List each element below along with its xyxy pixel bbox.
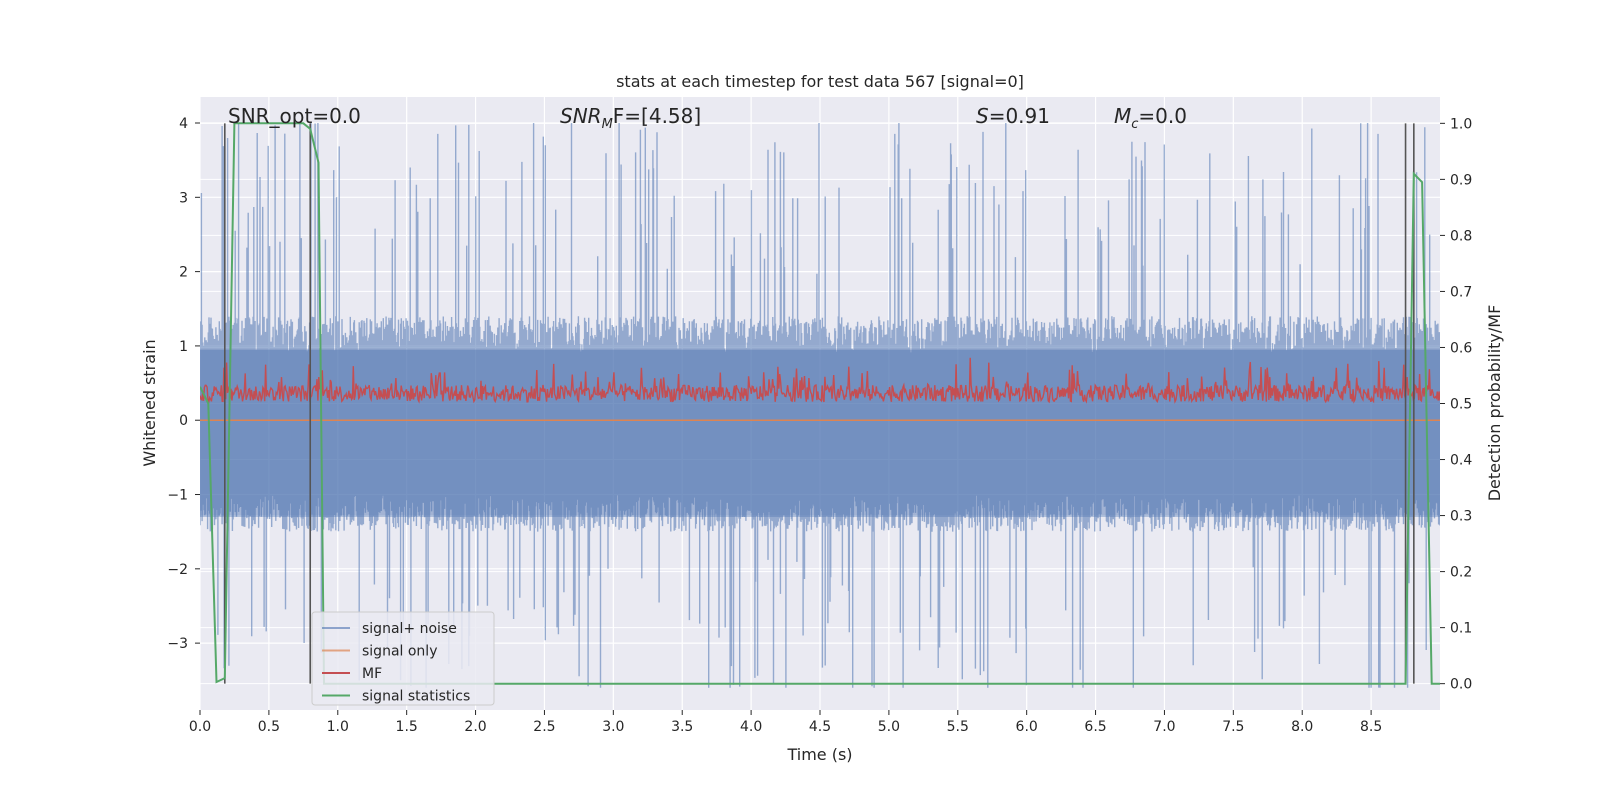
annotation-s-rest: =0.91 (989, 104, 1050, 128)
x-tick-label-5: 2.5 (533, 719, 555, 735)
y-tick-label-6: −2 (167, 562, 188, 578)
x-tick-label-14: 7.0 (1153, 719, 1175, 735)
y2-tick-label-10: 0.0 (1450, 677, 1472, 693)
y2-tick-label-6: 0.4 (1450, 453, 1472, 469)
annotation-snr-mf-prefix: SNR (560, 104, 602, 128)
y2-tick-label-1: 0.9 (1450, 172, 1472, 188)
y2-tick-label-2: 0.8 (1450, 228, 1472, 244)
x-tick-label-9: 4.5 (809, 719, 831, 735)
x-tick-label-13: 6.5 (1084, 719, 1106, 735)
y-tick-label-0: 4 (179, 116, 188, 132)
y-tick-label-4: 0 (179, 413, 188, 429)
y2-tick-label-7: 0.3 (1450, 509, 1472, 525)
annotation-mc: Mc=0.0 (1114, 104, 1187, 132)
series-layer (200, 122, 1440, 688)
chart-title: stats at each timestep for test data 567… (616, 72, 1024, 91)
y2-tick-label-8: 0.2 (1450, 565, 1472, 581)
legend: signal+ noise signal only MF signal statist… (311, 611, 495, 706)
x-tick-label-1: 0.5 (258, 719, 280, 735)
x-tick-label-7: 3.5 (671, 719, 693, 735)
annotation-mc-sub: c (1131, 117, 1138, 132)
annotation-s-var: S (976, 104, 989, 128)
y-tick-label-3: 1 (179, 339, 188, 355)
x-tick-label-2: 1.0 (327, 719, 349, 735)
y-tick-label-1: 3 (179, 190, 188, 206)
annotation-snr-mf: SNRMF=[4.58] (560, 104, 701, 132)
y2-tick-label-3: 0.7 (1450, 284, 1472, 300)
annotation-mc-rest: =0.0 (1138, 104, 1187, 128)
x-tick-label-11: 5.5 (947, 719, 969, 735)
x-tick-label-3: 1.5 (396, 719, 418, 735)
annotation-s: S=0.91 (976, 104, 1050, 128)
axes-layer: 0.0 0.5 1.0 1.5 2.0 2.5 3.0 3.5 4.0 4.5 5.0 5.5 6.0 6… (167, 116, 1472, 735)
y2-axis-label: Detection probability/MF (1485, 305, 1504, 502)
annotation-mc-var: M (1114, 104, 1131, 128)
series-mf (200, 357, 1440, 404)
y-tick-label-2: 2 (179, 265, 188, 281)
legend-box (311, 611, 495, 706)
annotation-snr-opt: SNR_opt=0.0 (228, 104, 361, 128)
legend-label-0: signal+ noise (362, 621, 457, 637)
annotation-snr-mf-sub: M (602, 117, 613, 132)
y-axis-label: Whitened strain (140, 339, 159, 466)
y-tick-label-5: −1 (167, 488, 188, 504)
series-group (200, 122, 1440, 688)
y2-tick-label-9: 0.1 (1450, 621, 1472, 637)
x-tick-label-10: 5.0 (878, 719, 900, 735)
x-tick-label-4: 2.0 (464, 719, 486, 735)
x-axis-label: Time (s) (786, 745, 852, 764)
y-tick-label-7: −3 (167, 636, 188, 652)
series-signal-noise (200, 123, 1440, 688)
legend-label-1: signal only (362, 644, 437, 660)
x-tick-label-17: 8.5 (1360, 719, 1382, 735)
x-tick-label-0: 0.0 (189, 719, 211, 735)
legend-label-3: signal statistics (362, 689, 470, 705)
legend-label-2: MF (362, 666, 382, 682)
x-tick-label-8: 4.0 (740, 719, 762, 735)
x-tick-label-15: 7.5 (1222, 719, 1244, 735)
x-tick-label-16: 8.0 (1291, 719, 1313, 735)
series-signal-noise-core (200, 349, 1440, 517)
y2-tick-label-4: 0.6 (1450, 340, 1472, 356)
x-tick-label-12: 6.0 (1016, 719, 1038, 735)
y2-tick-label-5: 0.5 (1450, 397, 1472, 413)
x-tick-label-6: 3.0 (602, 719, 624, 735)
y2-tick-label-0: 1.0 (1450, 116, 1472, 132)
annotation-snr-mf-rest: F=[4.58] (613, 104, 701, 128)
